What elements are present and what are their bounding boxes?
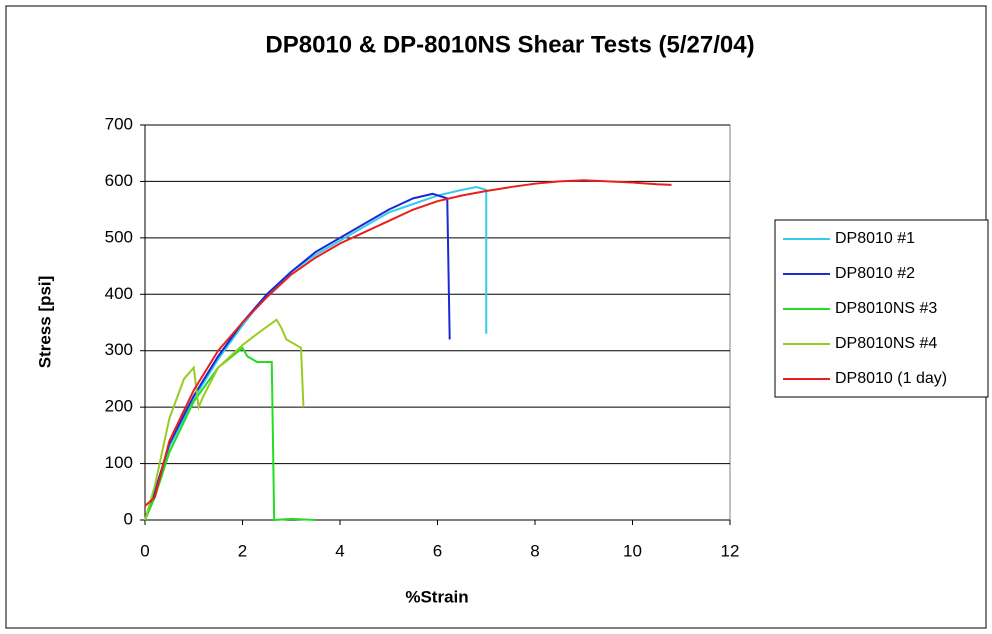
x-tick-label: 2 [238,541,247,560]
series-line [144,346,316,522]
x-tick-label: 10 [623,541,642,560]
legend-label: DP8010NS #4 [835,335,937,352]
plot-area [144,124,731,521]
series-line [144,179,672,507]
y-axis-label: Stress [psi] [35,276,54,369]
legend-label: DP8010 (1 day) [835,370,947,387]
chart-title: DP8010 & DP-8010NS Shear Tests (5/27/04) [265,31,754,58]
series-line [144,186,488,521]
legend-label: DP8010 #1 [835,230,915,247]
series-line [144,318,305,521]
y-tick-label: 300 [105,340,133,359]
x-tick-label: 8 [530,541,539,560]
y-tick-label: 600 [105,171,133,190]
series-line [144,192,451,521]
x-tick-label: 0 [140,541,149,560]
y-tick-label: 500 [105,227,133,246]
y-tick-label: 200 [105,397,133,416]
x-tick-label: 4 [335,541,344,560]
legend-label: DP8010 #2 [835,265,915,282]
x-axis-label: %Strain [405,587,468,606]
y-tick-label: 400 [105,284,133,303]
x-tick-label: 12 [721,541,740,560]
y-tick-label: 700 [105,114,133,133]
y-tick-label: 0 [124,509,133,528]
x-tick-label: 6 [433,541,442,560]
y-tick-label: 100 [105,453,133,472]
legend-label: DP8010NS #3 [835,300,937,317]
